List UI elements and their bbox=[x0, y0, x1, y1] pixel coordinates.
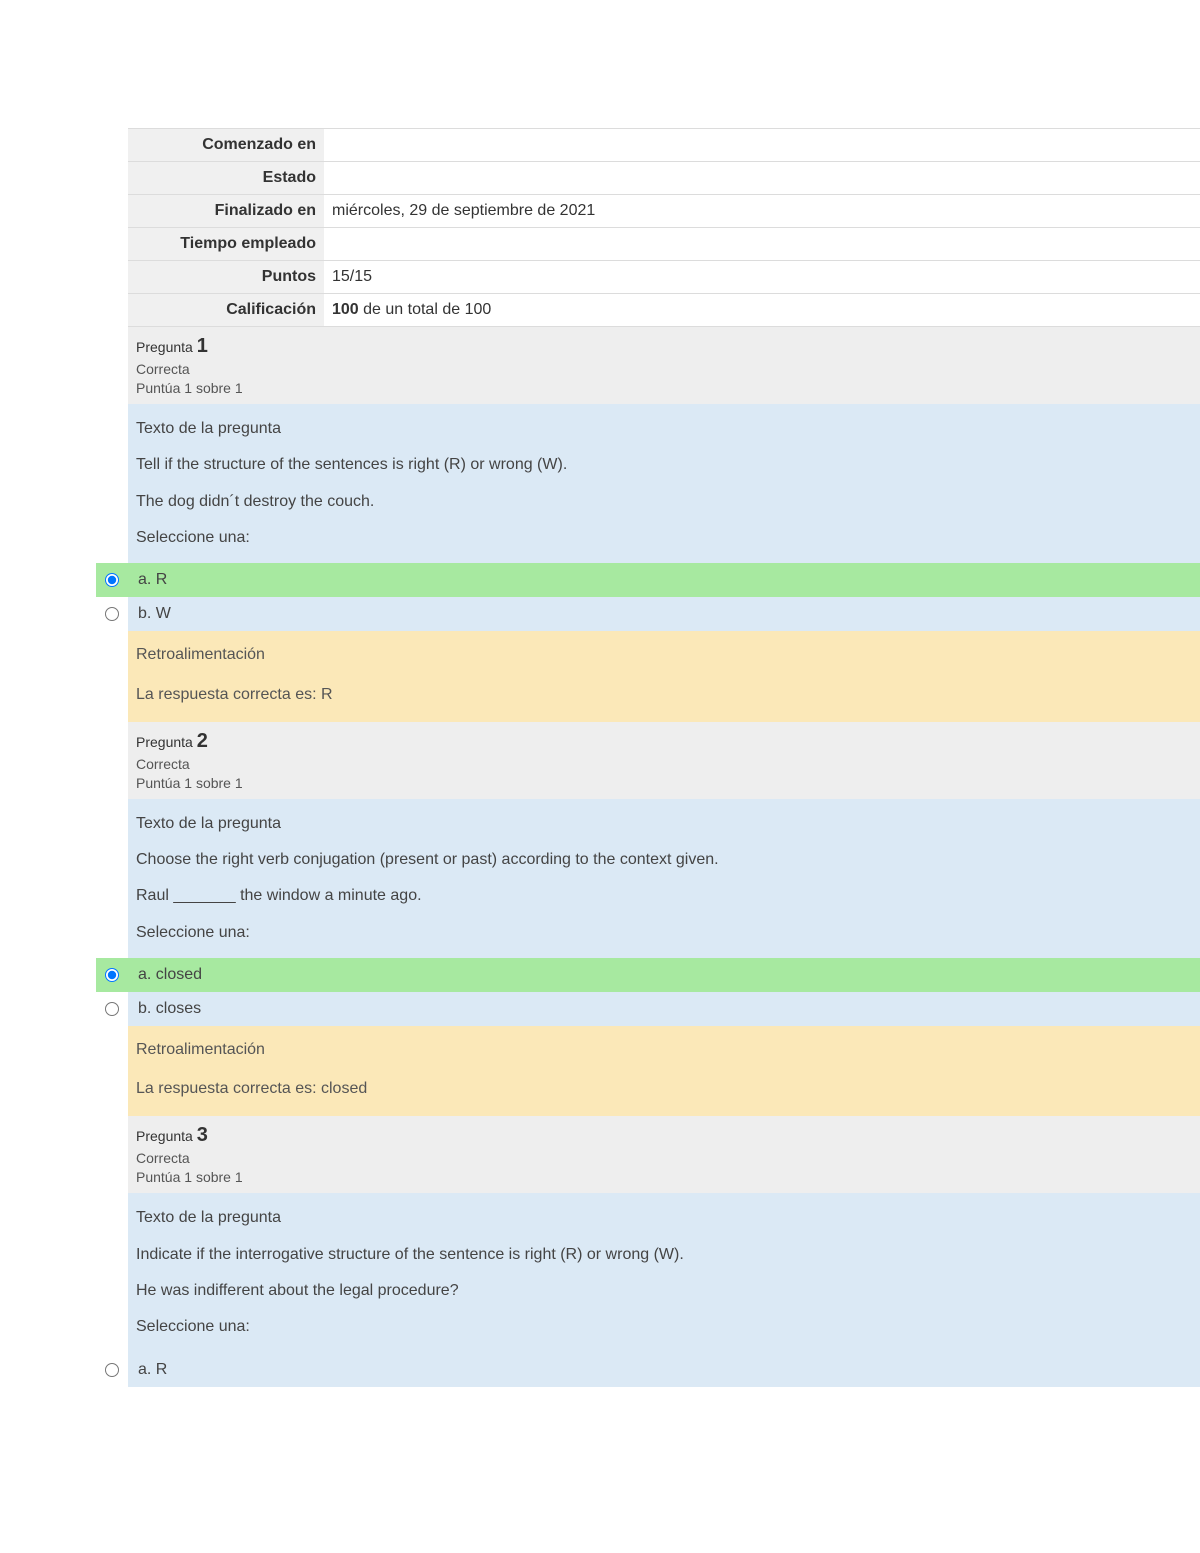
question-body: Texto de la pregunta Choose the right ve… bbox=[128, 799, 1200, 959]
radio-holder bbox=[96, 597, 128, 631]
question-number: 1 bbox=[197, 335, 208, 357]
option-label: a. R bbox=[128, 1353, 1200, 1387]
summary-label: Calificación bbox=[128, 294, 324, 327]
radio-holder bbox=[96, 1353, 128, 1387]
quiz-review-page: Comenzado en Estado Finalizado en miérco… bbox=[0, 0, 1200, 1387]
option-radio[interactable] bbox=[105, 1002, 119, 1016]
feedback-prefix: La respuesta correcta es: bbox=[136, 686, 321, 703]
feedback-prefix: La respuesta correcta es: bbox=[136, 1080, 321, 1097]
attempt-summary-table: Comenzado en Estado Finalizado en miérco… bbox=[128, 128, 1200, 327]
question-label: Pregunta bbox=[136, 339, 193, 355]
radio-holder bbox=[96, 992, 128, 1026]
option-label: a. closed bbox=[128, 958, 1200, 992]
radio-holder bbox=[96, 958, 128, 992]
select-one-label: Seleccione una: bbox=[136, 527, 1192, 549]
option-row[interactable]: b. W bbox=[96, 597, 1200, 631]
option-row[interactable]: a. R bbox=[96, 563, 1200, 597]
question-score: Puntúa 1 sobre 1 bbox=[136, 379, 1192, 398]
summary-row: Tiempo empleado bbox=[128, 228, 1200, 261]
question-prompt: Tell if the structure of the sentences i… bbox=[136, 454, 1192, 476]
grade-max: de un total de 100 bbox=[359, 301, 492, 318]
summary-value bbox=[324, 129, 1200, 162]
question-header: Pregunta 1 Correcta Puntúa 1 sobre 1 bbox=[128, 327, 1200, 404]
question-options: a. R b. W bbox=[96, 563, 1200, 631]
feedback-value: R bbox=[321, 686, 333, 703]
question-status: Correcta bbox=[136, 1149, 1192, 1168]
summary-row: Calificación 100 de un total de 100 bbox=[128, 294, 1200, 327]
question-label: Pregunta bbox=[136, 734, 193, 750]
question-sentence: The dog didn´t destroy the couch. bbox=[136, 491, 1192, 513]
select-one-label: Seleccione una: bbox=[136, 1316, 1192, 1338]
question-sentence: Raul _______ the window a minute ago. bbox=[136, 885, 1192, 907]
summary-value bbox=[324, 228, 1200, 261]
question-header: Pregunta 3 Correcta Puntúa 1 sobre 1 bbox=[128, 1116, 1200, 1193]
summary-label: Tiempo empleado bbox=[128, 228, 324, 261]
question-header: Pregunta 2 Correcta Puntúa 1 sobre 1 bbox=[128, 722, 1200, 799]
question-title: Pregunta 3 bbox=[136, 1122, 1192, 1149]
question-status: Correcta bbox=[136, 360, 1192, 379]
question-score: Puntúa 1 sobre 1 bbox=[136, 1168, 1192, 1187]
question-body: Texto de la pregunta Tell if the structu… bbox=[128, 404, 1200, 564]
option-radio[interactable] bbox=[105, 968, 119, 982]
summary-row: Finalizado en miércoles, 29 de septiembr… bbox=[128, 195, 1200, 228]
question-text-heading: Texto de la pregunta bbox=[136, 813, 1192, 835]
question-number: 3 bbox=[197, 1124, 208, 1146]
radio-holder bbox=[96, 563, 128, 597]
question-status: Correcta bbox=[136, 755, 1192, 774]
feedback-answer: La respuesta correcta es: closed bbox=[136, 1075, 1192, 1102]
summary-label: Estado bbox=[128, 162, 324, 195]
summary-label: Puntos bbox=[128, 261, 324, 294]
question-title: Pregunta 1 bbox=[136, 333, 1192, 360]
question-label: Pregunta bbox=[136, 1128, 193, 1144]
summary-row: Puntos 15/15 bbox=[128, 261, 1200, 294]
grade-value: 100 bbox=[332, 301, 359, 318]
question-prompt: Choose the right verb conjugation (prese… bbox=[136, 849, 1192, 871]
option-radio[interactable] bbox=[105, 573, 119, 587]
summary-label: Comenzado en bbox=[128, 129, 324, 162]
select-one-label: Seleccione una: bbox=[136, 922, 1192, 944]
question-title: Pregunta 2 bbox=[136, 728, 1192, 755]
option-radio[interactable] bbox=[105, 607, 119, 621]
option-row[interactable]: a. closed bbox=[96, 958, 1200, 992]
feedback-heading: Retroalimentación bbox=[136, 1036, 1192, 1063]
question-feedback: Retroalimentación La respuesta correcta … bbox=[128, 1026, 1200, 1116]
question-prompt: Indicate if the interrogative structure … bbox=[136, 1244, 1192, 1266]
summary-row: Comenzado en bbox=[128, 129, 1200, 162]
feedback-value: closed bbox=[321, 1080, 367, 1097]
option-row[interactable]: a. R bbox=[96, 1353, 1200, 1387]
question-options: a. closed b. closes bbox=[96, 958, 1200, 1026]
question-text-heading: Texto de la pregunta bbox=[136, 1207, 1192, 1229]
feedback-answer: La respuesta correcta es: R bbox=[136, 681, 1192, 708]
option-radio[interactable] bbox=[105, 1363, 119, 1377]
question-body: Texto de la pregunta Indicate if the int… bbox=[128, 1193, 1200, 1353]
question-number: 2 bbox=[197, 730, 208, 752]
question-sentence: He was indifferent about the legal proce… bbox=[136, 1280, 1192, 1302]
summary-value: 15/15 bbox=[324, 261, 1200, 294]
option-row[interactable]: b. closes bbox=[96, 992, 1200, 1026]
option-label: a. R bbox=[128, 563, 1200, 597]
feedback-heading: Retroalimentación bbox=[136, 641, 1192, 668]
option-label: b. closes bbox=[128, 992, 1200, 1026]
summary-value: miércoles, 29 de septiembre de 2021 bbox=[324, 195, 1200, 228]
question-text-heading: Texto de la pregunta bbox=[136, 418, 1192, 440]
summary-row: Estado bbox=[128, 162, 1200, 195]
summary-label: Finalizado en bbox=[128, 195, 324, 228]
question-score: Puntúa 1 sobre 1 bbox=[136, 774, 1192, 793]
option-label: b. W bbox=[128, 597, 1200, 631]
question-feedback: Retroalimentación La respuesta correcta … bbox=[128, 631, 1200, 721]
summary-value: 100 de un total de 100 bbox=[324, 294, 1200, 327]
question-options: a. R bbox=[96, 1353, 1200, 1387]
summary-value bbox=[324, 162, 1200, 195]
